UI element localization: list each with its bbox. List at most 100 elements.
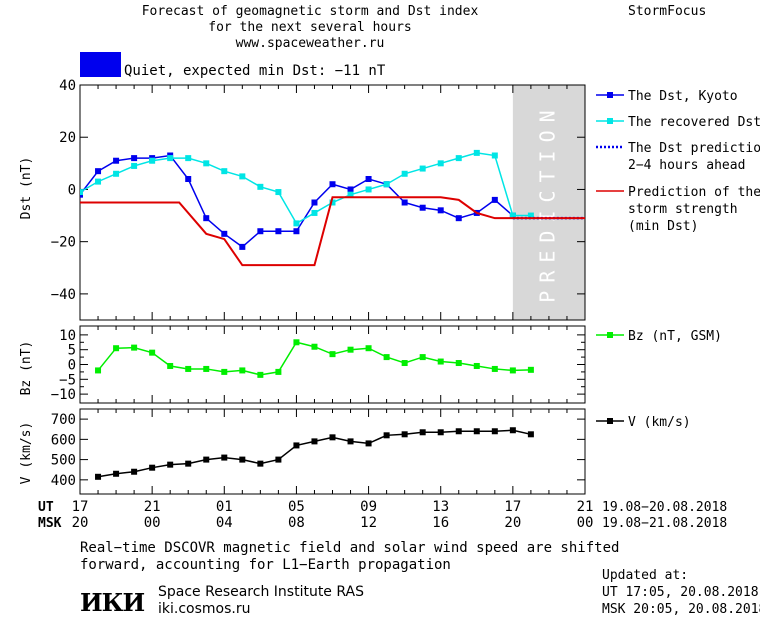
data-point <box>221 230 228 237</box>
data-point <box>185 460 192 467</box>
series-bz-nt-gsm- <box>95 339 534 378</box>
legend-label: storm strength <box>628 202 738 217</box>
data-point <box>419 165 426 172</box>
x-axis-label-msk: MSK <box>38 516 62 531</box>
y-tick-label: 0 <box>68 358 76 374</box>
data-point <box>131 162 138 169</box>
data-point <box>311 343 318 350</box>
data-point <box>275 368 282 375</box>
data-point <box>455 215 462 222</box>
data-point <box>311 199 318 206</box>
updated-label: Updated at: <box>602 568 689 583</box>
data-point <box>167 461 174 468</box>
data-point <box>113 470 120 477</box>
y-tick-label: −10 <box>51 387 76 403</box>
data-point <box>329 199 336 206</box>
data-point <box>437 207 444 214</box>
institute-site[interactable]: iki.cosmos.ru <box>158 601 251 617</box>
data-point <box>311 209 318 216</box>
chart-title-line-1: Forecast of geomagnetic storm and Dst in… <box>141 4 479 19</box>
data-point <box>95 473 102 480</box>
data-point <box>149 157 156 164</box>
data-point <box>437 358 444 365</box>
x-tick-label-msk: 12 <box>360 515 377 531</box>
data-point <box>473 428 480 435</box>
y-tick-label: 700 <box>51 412 76 428</box>
data-point <box>365 440 372 447</box>
x-tick-label-msk: 00 <box>577 515 594 531</box>
data-point <box>239 243 246 250</box>
series-v-km-s- <box>95 427 534 480</box>
data-point <box>419 204 426 211</box>
data-point <box>347 186 354 193</box>
y-tick-label: 400 <box>51 473 76 489</box>
legend-label: The Dst, Kyoto <box>628 89 738 104</box>
legend-marker <box>607 418 613 424</box>
data-point <box>329 181 336 188</box>
y-axis-label: Bz (nT) <box>19 341 34 396</box>
y-axis-label: V (km/s) <box>19 422 34 485</box>
data-point <box>401 431 408 438</box>
legend-label: The recovered Dst <box>628 115 760 130</box>
y-tick-label: 20 <box>59 130 76 146</box>
data-point <box>149 349 156 356</box>
data-point <box>167 155 174 162</box>
data-point <box>473 362 480 369</box>
date-range-ut: 19.08−20.08.2018 <box>602 500 727 515</box>
data-point <box>491 196 498 203</box>
data-point <box>113 170 120 177</box>
data-point <box>203 160 210 167</box>
footer-note-line-2: forward, accounting for L1−Earth propaga… <box>80 557 451 573</box>
data-point <box>275 456 282 463</box>
status-text: Quiet, expected min Dst: −11 nT <box>124 63 386 79</box>
data-point <box>257 228 264 235</box>
updated-msk: MSK 20:05, 20.08.2018 <box>602 602 760 617</box>
data-point <box>491 365 498 372</box>
y-axis-label: Dst (nT) <box>19 157 34 220</box>
data-point <box>95 168 102 175</box>
data-point <box>203 456 210 463</box>
data-point <box>311 438 318 445</box>
legend-marker <box>607 332 613 338</box>
data-point <box>80 189 83 196</box>
data-point <box>347 346 354 353</box>
series-line <box>97 429 532 478</box>
data-point <box>95 178 102 185</box>
data-point <box>455 428 462 435</box>
iki-logo: ИКИ <box>80 588 145 617</box>
panel-frame <box>79 325 586 404</box>
x-tick-label-msk: 20 <box>72 515 89 531</box>
data-point <box>293 442 300 449</box>
website-link[interactable]: www.spaceweather.ru <box>235 36 385 51</box>
chart-title-line-2: for the next several hours <box>208 20 412 35</box>
data-point <box>473 149 480 156</box>
data-point <box>509 212 516 219</box>
data-point <box>401 360 408 367</box>
data-point <box>329 351 336 358</box>
status-color-box <box>80 52 121 77</box>
legend-label: Bz (nT, GSM) <box>628 329 722 344</box>
data-point <box>293 228 300 235</box>
brand-label: StormFocus <box>628 4 707 19</box>
x-tick-label-ut: 17 <box>72 499 89 515</box>
data-point <box>95 367 102 374</box>
data-point <box>455 155 462 162</box>
y-tick-label: 10 <box>59 328 76 344</box>
data-point <box>419 354 426 361</box>
y-tick-label: 40 <box>59 78 76 94</box>
prediction-label: PREDICTION <box>535 102 559 302</box>
data-point <box>113 157 120 164</box>
y-tick-label: 5 <box>68 343 76 359</box>
legend-label: 2−4 hours ahead <box>628 158 745 173</box>
x-tick-label-ut: 09 <box>360 499 377 515</box>
data-point <box>239 173 246 180</box>
x-tick-label-msk: 08 <box>288 515 305 531</box>
data-point <box>401 170 408 177</box>
data-point <box>131 468 138 475</box>
data-point <box>365 186 372 193</box>
data-point <box>149 464 156 471</box>
data-point <box>347 191 354 198</box>
date-range-msk: 19.08−21.08.2018 <box>602 516 727 531</box>
legend-marker <box>607 92 613 98</box>
data-point <box>221 454 228 461</box>
